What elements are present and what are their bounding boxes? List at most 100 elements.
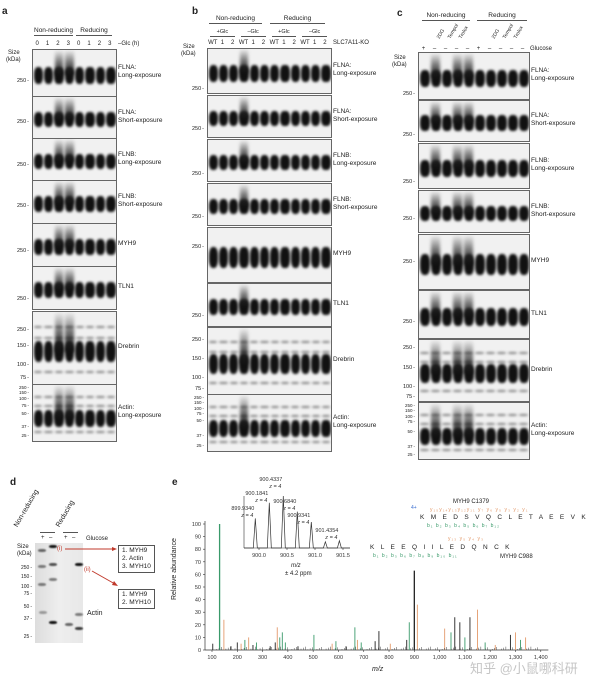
minor-band [464, 352, 473, 355]
row-label-line: FLNB: [118, 193, 137, 200]
protein-band [496, 115, 507, 131]
row-label-line: FLNB: [333, 151, 352, 159]
minor-band [44, 371, 53, 374]
minor-band [486, 414, 495, 417]
minor-band [442, 390, 451, 393]
b-lane-label: 1 [251, 40, 255, 46]
protein-band [518, 254, 529, 275]
protein-band [75, 340, 85, 363]
high-mw-smear [239, 395, 248, 429]
protein-band [85, 196, 95, 213]
b-blot-flna [207, 48, 332, 94]
protein-band [229, 247, 239, 268]
protein-band [463, 254, 474, 275]
minor-band [260, 341, 269, 344]
minor-band [34, 326, 43, 329]
inset-x-tick-label: 901.0 [308, 553, 322, 559]
gel-band [49, 578, 57, 581]
c-lane-label: + [421, 46, 426, 52]
gel-band [49, 545, 57, 548]
a-lane-label: 1 [87, 41, 91, 47]
band-tag-i: (i) [57, 546, 63, 552]
protein-band [474, 205, 485, 222]
minor-band [270, 414, 279, 417]
high-mw-smear [431, 144, 440, 169]
c-row-label: Drebrin [531, 366, 552, 374]
protein-band [249, 64, 259, 82]
protein-band [95, 340, 106, 363]
row-label-line: Drebrin [118, 343, 140, 350]
minor-band [301, 414, 310, 417]
inset-peak-charge: z = 4 [324, 535, 337, 541]
c-size-label: Size [394, 55, 406, 61]
high-mw-smear [54, 224, 64, 248]
b-size-label: Size [183, 44, 195, 50]
b-marker: 250 [182, 245, 204, 251]
a-marker: 250 [7, 163, 29, 169]
minor-band [65, 404, 74, 407]
d-group-line [40, 532, 55, 533]
c-marker: 250 [393, 133, 415, 139]
protein-band [229, 354, 239, 375]
c-row-label: TLN1 [531, 310, 547, 318]
protein-band [259, 64, 269, 82]
protein-band [300, 354, 310, 375]
d-gel [35, 543, 83, 643]
panel-label-d: d [10, 477, 17, 488]
protein-band [85, 282, 95, 299]
minor-band [85, 337, 95, 340]
x-tick-label: 700 [359, 655, 368, 661]
protein-band [43, 340, 54, 363]
protein-band [518, 69, 529, 88]
a-marker: 37 [7, 424, 29, 430]
protein-band [321, 110, 331, 127]
c-marker: 250 [393, 346, 415, 352]
high-mw-smear [464, 191, 473, 214]
protein-band [518, 205, 529, 222]
minor-band [321, 414, 330, 417]
a-row-label: FLNB: Long-exposure [118, 151, 161, 167]
minor-band [270, 440, 279, 443]
inset-peak-charge: z = 4 [254, 498, 267, 504]
d-arrows [65, 547, 118, 586]
gel-band [38, 583, 46, 586]
minor-band [260, 440, 269, 443]
minor-band [321, 341, 330, 344]
protein-band [270, 354, 280, 375]
protein-band [259, 198, 269, 215]
a-marker: 250 [7, 297, 29, 303]
a-lane-label: 3 [108, 41, 112, 47]
high-mw-smear [239, 328, 248, 365]
x-tick-label: 1,300 [509, 655, 523, 661]
protein-band [507, 159, 518, 177]
protein-band [419, 69, 430, 88]
c-row-label: FLNA: Short-exposure [531, 112, 575, 128]
protein-band [33, 153, 43, 170]
protein-band [300, 247, 310, 268]
a-blot-tln1 [32, 266, 117, 310]
minor-band [519, 422, 528, 425]
protein-band [311, 420, 321, 437]
minor-band [508, 414, 517, 417]
high-mw-smear [453, 403, 462, 437]
minor-band [106, 326, 115, 329]
c-marker: 250 [393, 217, 415, 223]
inset-peak-label: 900.4337 [259, 477, 282, 483]
protein-band [270, 420, 280, 437]
minor-band [229, 414, 238, 417]
protein-band [208, 247, 218, 268]
c-blot-flnb [418, 143, 530, 189]
minor-band [475, 422, 484, 425]
peptide2-y-ions: y₁₃ y₅ y₄ y₃ [448, 536, 484, 542]
protein-band [75, 66, 85, 85]
row-label-line: FLNB: [531, 157, 550, 164]
protein-band [259, 420, 269, 437]
x-tick-label: 900 [410, 655, 419, 661]
protein-band [218, 299, 228, 316]
y-tick-label: 70 [195, 560, 201, 566]
y-tick-label: 30 [195, 610, 201, 616]
minor-band [291, 382, 300, 385]
protein-band [270, 299, 280, 316]
row-label-line: TLN1 [333, 300, 349, 307]
c-marker: 250 [393, 403, 415, 409]
